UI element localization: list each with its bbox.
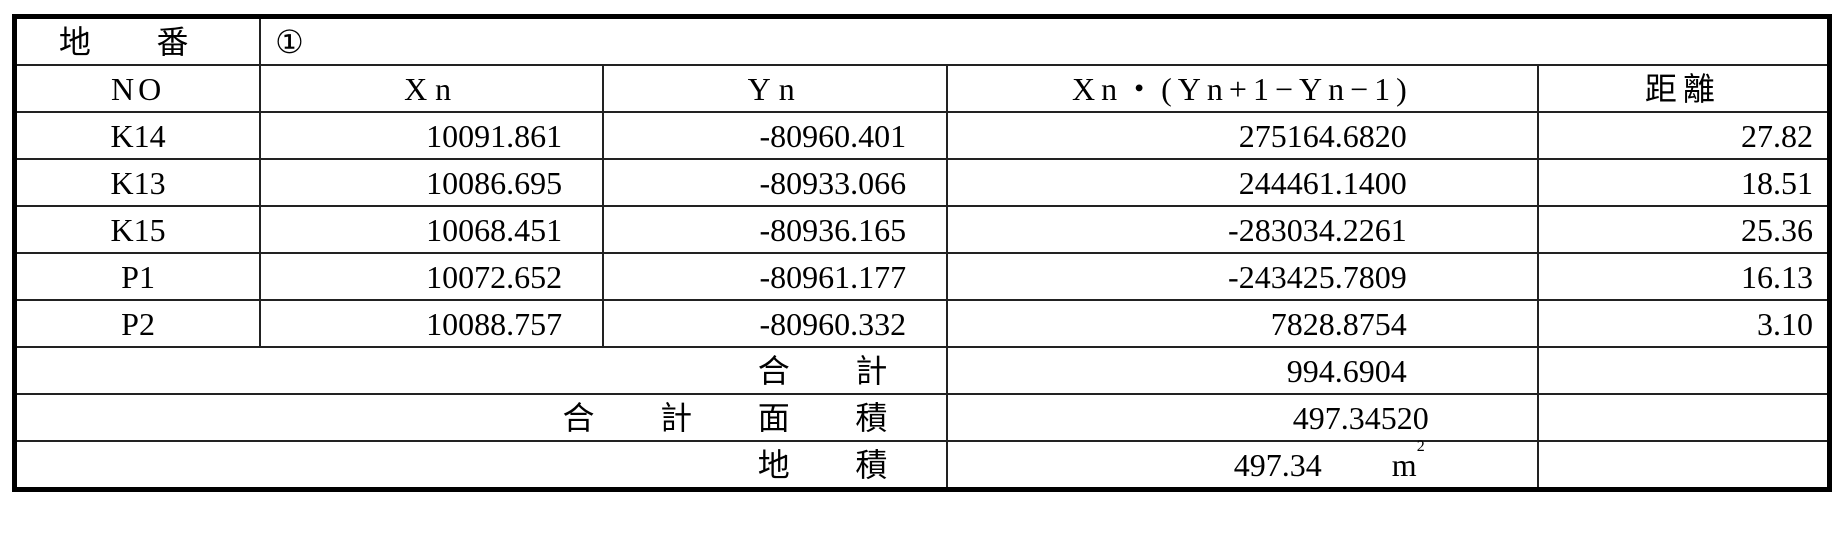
header-xn: Xn [259,64,605,113]
cell-xn: 10091.861 [259,111,605,160]
header-no: NO [13,64,262,113]
cell-product: 275164.6820 [946,111,1539,160]
cell-yn: -80961.177 [602,252,949,301]
cell-xn: 10068.451 [259,205,605,254]
sum-label: 合 計 [13,346,949,395]
cell-no: K15 [13,205,262,254]
cell-no: P1 [13,252,262,301]
cell-xn: 10088.757 [259,299,605,348]
area-empty [1536,440,1831,491]
area-value-cell: 497.34 m 2 [946,438,1539,491]
cell-no: K13 [13,158,262,207]
cell-xn: 10086.695 [259,158,605,207]
area-total-label: 合 計 面 積 [13,393,949,442]
area-label: 地 積 [13,440,949,491]
table-row: K14 10091.861 -80960.401 275164.6820 27.… [13,111,1831,160]
cell-yn: -80960.332 [602,299,949,348]
sum-value: 994.6904 [946,346,1539,395]
cell-distance: 16.13 [1536,252,1831,301]
sum-row: 合 計 994.6904 [13,346,1831,395]
header-distance: 距離 [1536,64,1831,113]
cell-xn: 10072.652 [259,252,605,301]
cell-product: 244461.1400 [946,158,1539,207]
sum-empty [1536,346,1831,395]
cell-yn: -80936.165 [602,205,949,254]
cell-yn: -80933.066 [602,158,949,207]
area-unit-sup: 2 [1416,437,1425,455]
header-product: Xn・(Yn+1−Yn−1) [946,64,1539,113]
parcel-value: ① [259,15,1831,66]
area-total-empty [1536,393,1831,442]
area-total-row: 合 計 面 積 497.34520 [13,393,1831,442]
table-row: K15 10068.451 -80936.165 -283034.2261 25… [13,205,1831,254]
cell-product: -283034.2261 [946,205,1539,254]
parcel-label: 地 番 [13,15,262,66]
area-unit-base: m [1391,446,1417,483]
area-total-value: 497.34520 [946,393,1539,442]
parcel-row: 地 番 ① [13,15,1831,66]
cell-no: P2 [13,299,262,348]
header-yn: Yn [602,64,949,113]
table-row: P2 10088.757 -80960.332 7828.8754 3.10 [13,299,1831,348]
area-value: 497.34 [1233,446,1322,483]
cell-yn: -80960.401 [602,111,949,160]
area-row: 地 積 497.34 m 2 [13,438,1831,491]
cell-distance: 27.82 [1536,111,1831,160]
area-calculation-table: 地 番 ① NO Xn Yn Xn・(Yn+1−Yn−1) 距離 K14 100… [12,14,1832,492]
cell-product: -243425.7809 [946,252,1539,301]
cell-product: 7828.8754 [946,299,1539,348]
cell-distance: 18.51 [1536,158,1831,207]
header-row: NO Xn Yn Xn・(Yn+1−Yn−1) 距離 [13,64,1831,113]
cell-no: K14 [13,111,262,160]
cell-distance: 3.10 [1536,299,1831,348]
cell-distance: 25.36 [1536,205,1831,254]
table-row: K13 10086.695 -80933.066 244461.1400 18.… [13,158,1831,207]
table-row: P1 10072.652 -80961.177 -243425.7809 16.… [13,252,1831,301]
